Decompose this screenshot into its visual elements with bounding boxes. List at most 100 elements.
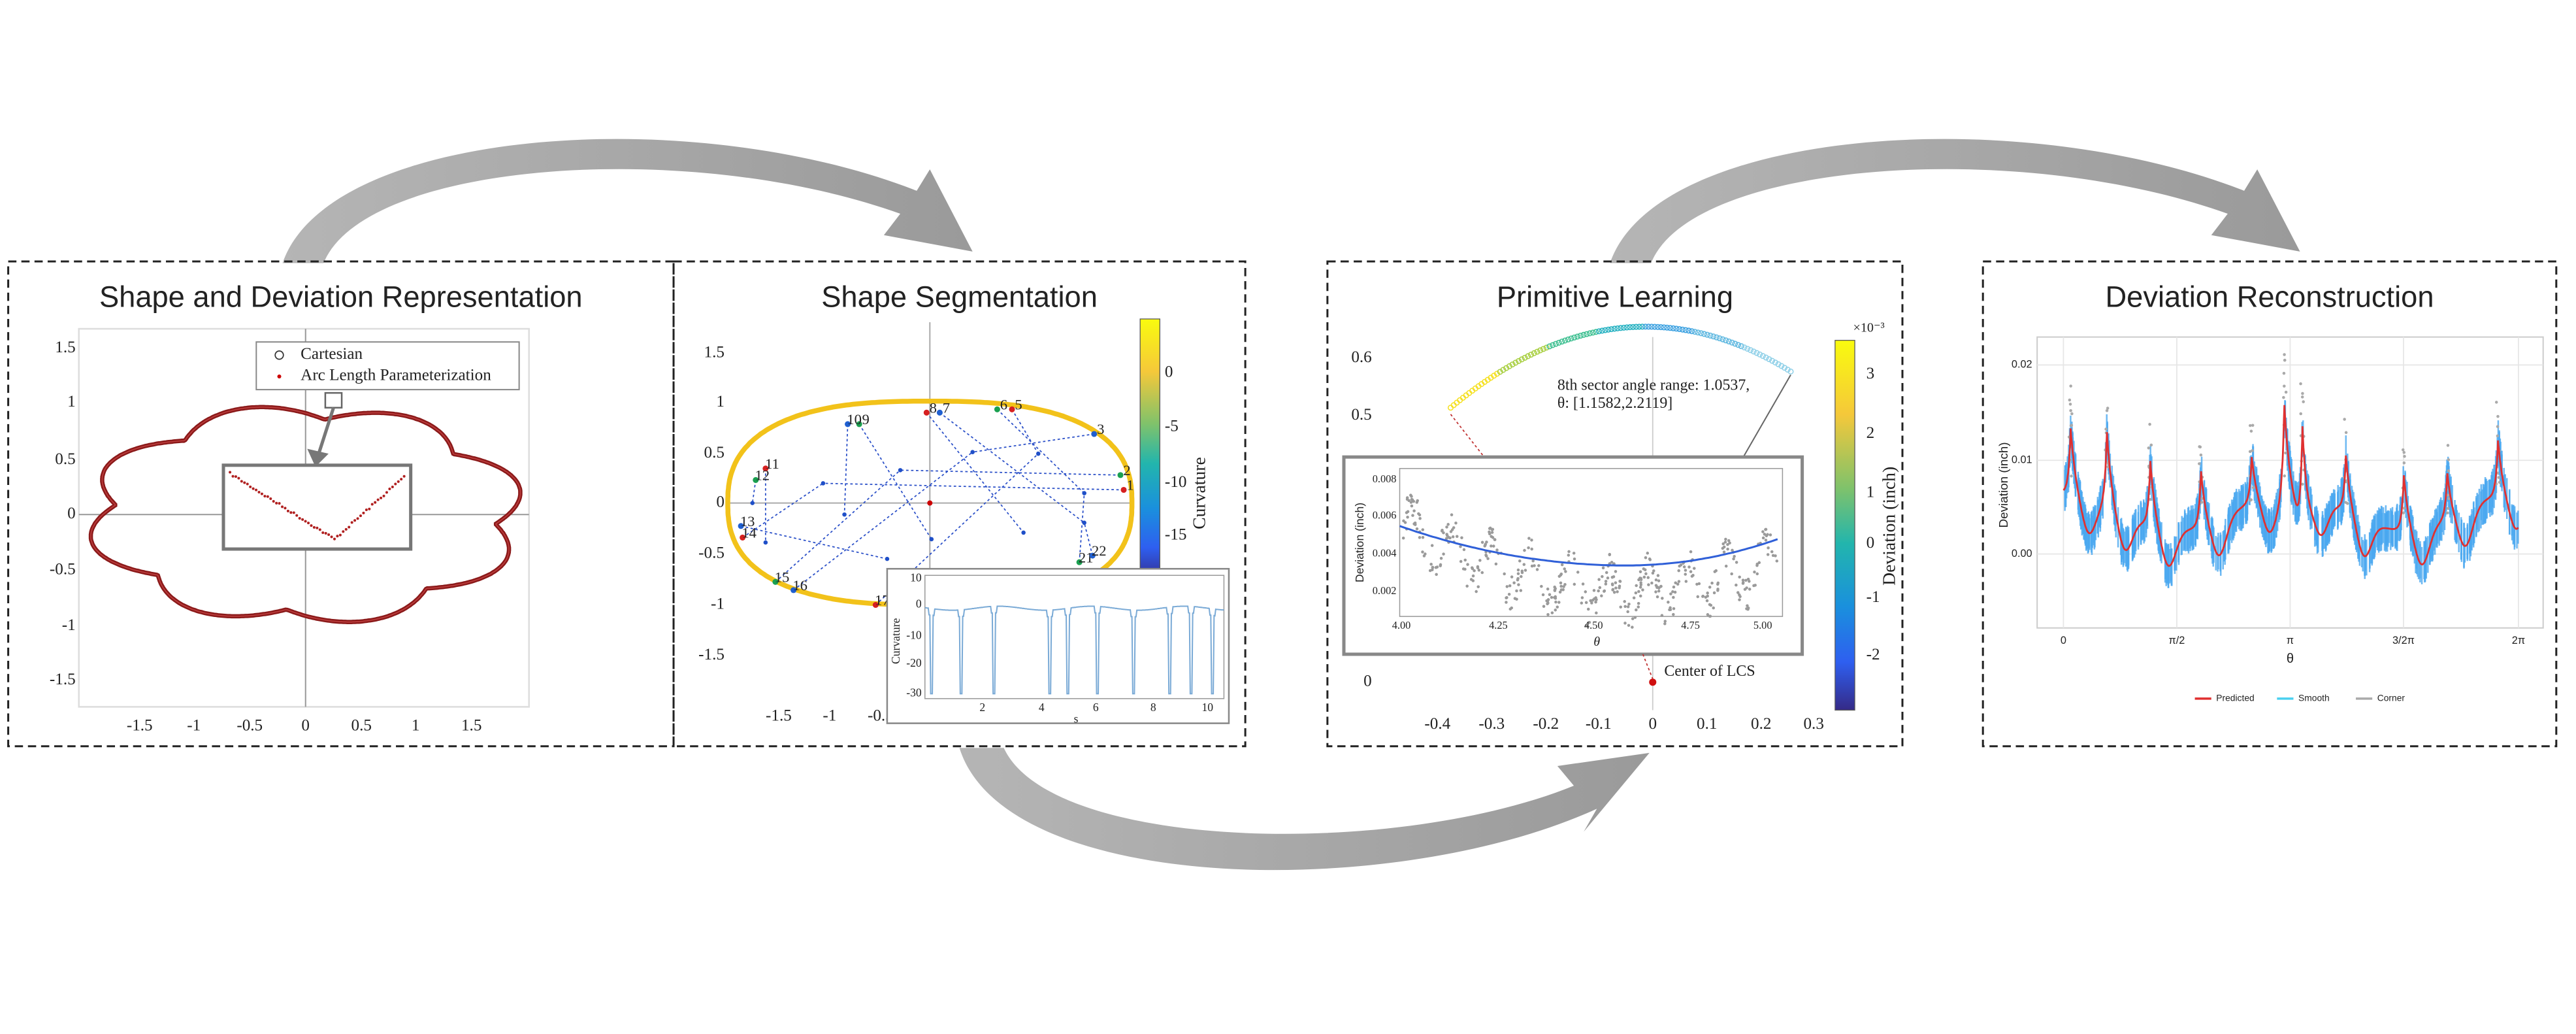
segment-label: 16 — [792, 577, 807, 593]
inset-point — [1753, 584, 1757, 587]
y-tick-label: 1.5 — [704, 344, 725, 361]
zoom-point — [306, 522, 310, 525]
segment-point — [856, 421, 862, 427]
inset-point — [1572, 552, 1576, 555]
inset-point — [1492, 544, 1495, 548]
x-tick-label: -0.2 — [1533, 715, 1559, 733]
inset-point — [1724, 537, 1727, 541]
inset-point — [1601, 575, 1604, 578]
inset-point — [1557, 601, 1561, 604]
inset-x-tick: 4.75 — [1681, 619, 1700, 631]
inset-point — [1597, 589, 1600, 593]
colorbar-exponent: ×10⁻³ — [1853, 321, 1885, 335]
inset-point — [1546, 602, 1549, 606]
inset-point — [1713, 570, 1717, 573]
inset-point — [1527, 537, 1531, 540]
arc-point — [1661, 324, 1667, 331]
x-tick-label: -1 — [823, 707, 836, 724]
guide-line — [1450, 414, 1488, 461]
inset-point — [1684, 569, 1687, 572]
segment-label: 11 — [765, 456, 779, 472]
inset-point — [1490, 544, 1493, 548]
center-point — [970, 450, 975, 454]
zoom-point — [298, 517, 301, 520]
zoom-point — [402, 475, 406, 478]
inset-point — [1439, 564, 1442, 567]
corner-point — [2446, 444, 2450, 447]
inset-point — [1650, 581, 1654, 585]
arc-point — [1775, 361, 1782, 367]
corner-point — [2069, 384, 2072, 388]
zoom-point — [312, 525, 316, 529]
inset-point — [1731, 548, 1734, 552]
zoom-point — [321, 531, 325, 535]
inset-point — [1424, 552, 1427, 556]
inset-y-tick: 0.006 — [1373, 509, 1397, 521]
inset-point — [1727, 539, 1731, 542]
arc-point — [1741, 344, 1748, 351]
arc-point — [1645, 324, 1652, 330]
inset-point — [1505, 601, 1508, 604]
inset-point — [1491, 527, 1495, 531]
inset-point — [1475, 590, 1478, 593]
segment-label: 12 — [755, 467, 770, 484]
inset-point — [1623, 600, 1626, 603]
corner-point — [2299, 412, 2303, 416]
corner-point — [2402, 511, 2405, 515]
inset-point — [1637, 578, 1640, 582]
inset-point — [1505, 596, 1508, 600]
inset-point — [1695, 582, 1699, 586]
arc-point — [1654, 324, 1661, 330]
center-point — [885, 556, 890, 561]
inset-point — [1580, 596, 1584, 599]
corner-point — [2498, 480, 2502, 484]
inset-x-tick: 8 — [1150, 701, 1156, 714]
inset-point — [1463, 558, 1467, 562]
inset-point — [1612, 590, 1616, 594]
inset-y-tick: -30 — [906, 686, 922, 699]
inset-point — [1619, 605, 1622, 609]
arc-point — [1506, 363, 1512, 369]
inset-point — [1573, 582, 1576, 586]
y-tick-label: 1 — [67, 393, 76, 410]
inset-point — [1612, 575, 1616, 578]
inset-point — [1766, 553, 1770, 556]
inset-x-tick: 4.25 — [1489, 619, 1508, 631]
inset-point — [1439, 556, 1443, 560]
inset-point — [1735, 583, 1738, 587]
inset-point — [1459, 559, 1463, 563]
segment-point — [923, 409, 930, 416]
inset-point — [1418, 517, 1422, 520]
zoom-point — [359, 514, 362, 518]
inset-point — [1623, 605, 1627, 609]
inset-point — [1476, 566, 1480, 570]
center-point — [1082, 520, 1086, 525]
arc-point — [1701, 331, 1708, 337]
inset-point — [1442, 552, 1445, 556]
zoom-point — [263, 495, 267, 498]
inset-point — [1559, 584, 1563, 588]
inset-point — [1676, 582, 1680, 586]
zoom-point — [301, 518, 304, 521]
panel-title: Primitive Learning — [1497, 280, 1733, 314]
inset-point — [1466, 563, 1469, 566]
inset-point — [1614, 581, 1618, 584]
inset-point — [1589, 599, 1592, 603]
inset-point — [1559, 573, 1563, 577]
inset-point — [1488, 530, 1491, 534]
inset-point — [1631, 625, 1634, 629]
inset-y-tick: -20 — [906, 656, 922, 669]
colorbar-label: Curvature — [1189, 457, 1209, 529]
panel-frame — [672, 260, 1247, 748]
inset-point — [1679, 563, 1683, 567]
inset-y-tick: 0.002 — [1373, 584, 1397, 597]
arc-point — [1750, 348, 1757, 355]
corner-point — [2301, 392, 2304, 395]
plot-frame — [78, 327, 530, 708]
inset-point — [1637, 602, 1640, 605]
arc-point — [1571, 334, 1578, 341]
inset-point — [1563, 567, 1566, 571]
inset-point — [1431, 565, 1435, 569]
panel-title: Shape Segmentation — [821, 280, 1098, 314]
segment-label: 10 — [847, 411, 862, 427]
